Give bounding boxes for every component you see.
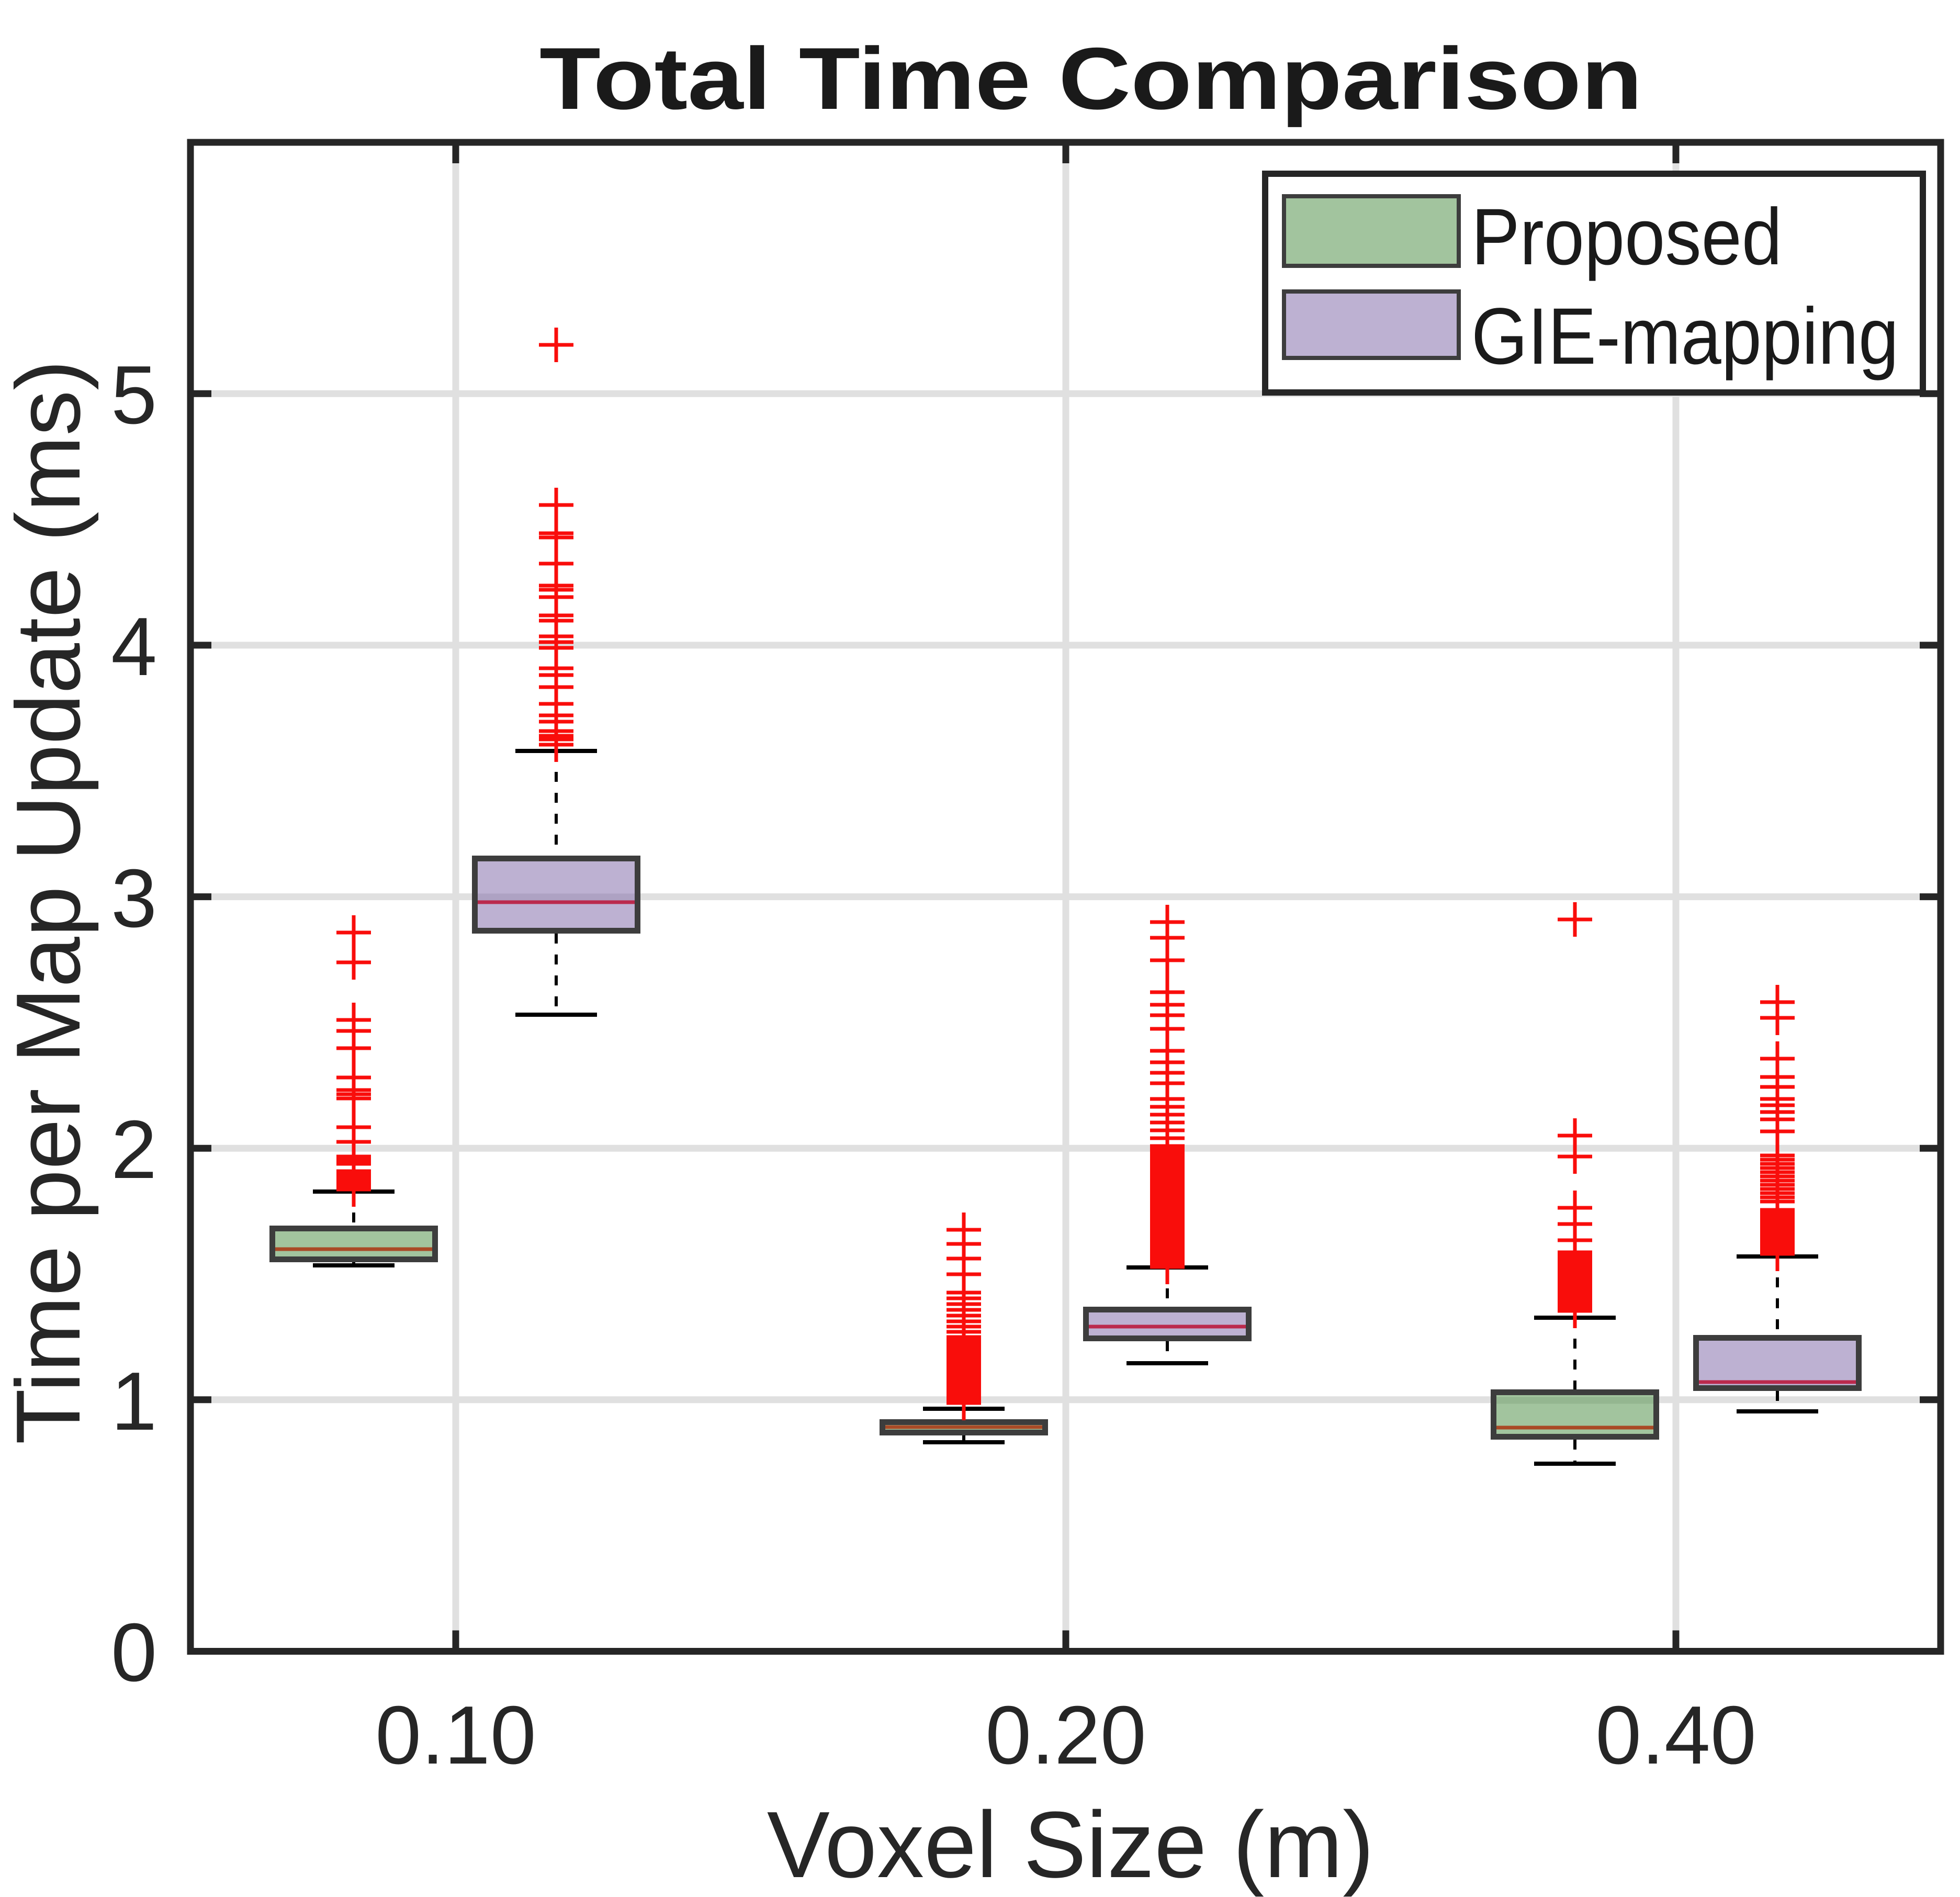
svg-text:1: 1	[111, 1355, 157, 1447]
svg-text:Time per Map Update (ms): Time per Map Update (ms)	[0, 360, 99, 1444]
svg-text:0.40: 0.40	[1595, 1689, 1756, 1781]
svg-text:5: 5	[111, 349, 157, 441]
svg-text:2: 2	[111, 1104, 157, 1196]
svg-text:Proposed: Proposed	[1471, 192, 1782, 282]
svg-text:0: 0	[111, 1607, 157, 1699]
svg-text:Total Time Comparison: Total Time Comparison	[539, 29, 1642, 128]
svg-text:0.10: 0.10	[375, 1689, 536, 1781]
svg-text:0.20: 0.20	[985, 1689, 1146, 1781]
svg-text:GIE-mapping: GIE-mapping	[1471, 291, 1899, 381]
svg-text:Voxel Size (m): Voxel Size (m)	[767, 1792, 1374, 1897]
svg-text:4: 4	[111, 601, 157, 693]
svg-text:3: 3	[111, 852, 157, 945]
